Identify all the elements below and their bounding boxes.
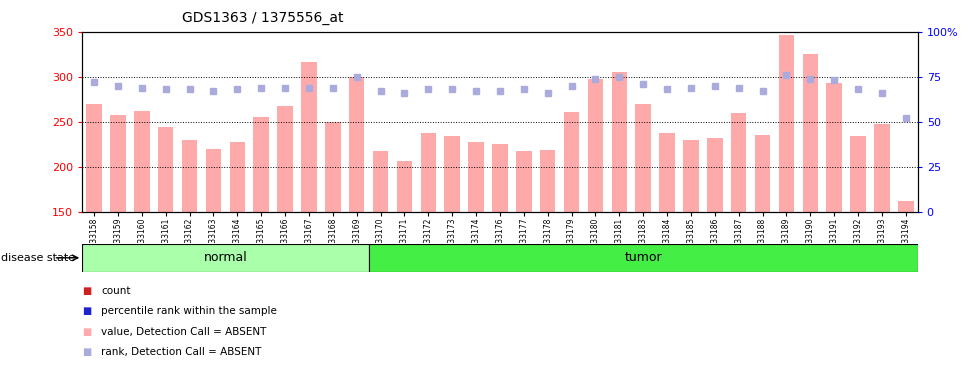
Bar xyxy=(134,111,150,212)
Bar xyxy=(707,138,723,212)
Bar xyxy=(157,127,174,212)
Bar xyxy=(301,63,317,212)
Text: rank, Detection Call = ABSENT: rank, Detection Call = ABSENT xyxy=(101,348,262,357)
Bar xyxy=(587,79,603,212)
Bar xyxy=(397,160,412,212)
Bar xyxy=(874,124,890,212)
Bar xyxy=(754,135,770,212)
Bar xyxy=(540,150,555,212)
Bar xyxy=(206,149,221,212)
Bar xyxy=(611,72,627,212)
Bar xyxy=(444,136,460,212)
Text: value, Detection Call = ABSENT: value, Detection Call = ABSENT xyxy=(101,327,267,337)
Bar xyxy=(779,34,794,212)
Bar xyxy=(277,106,293,212)
Text: ■: ■ xyxy=(82,348,92,357)
Bar xyxy=(492,144,508,212)
Text: percentile rank within the sample: percentile rank within the sample xyxy=(101,306,277,316)
Text: ■: ■ xyxy=(82,286,92,296)
Bar xyxy=(469,142,484,212)
Bar xyxy=(82,244,369,272)
Bar xyxy=(349,77,364,212)
Bar xyxy=(110,115,126,212)
Bar xyxy=(636,104,651,212)
Text: tumor: tumor xyxy=(624,251,662,264)
Text: ■: ■ xyxy=(82,306,92,316)
Bar xyxy=(516,151,531,212)
Bar xyxy=(659,133,675,212)
Text: GDS1363 / 1375556_at: GDS1363 / 1375556_at xyxy=(183,11,344,25)
Bar xyxy=(826,83,842,212)
Bar xyxy=(731,113,747,212)
Bar xyxy=(420,133,436,212)
Text: ■: ■ xyxy=(82,327,92,337)
Bar xyxy=(230,142,245,212)
Bar xyxy=(803,54,818,212)
Text: normal: normal xyxy=(204,251,247,264)
Bar xyxy=(898,201,914,212)
Bar xyxy=(86,104,101,212)
Bar xyxy=(369,244,918,272)
Bar xyxy=(564,112,580,212)
Bar xyxy=(253,117,269,212)
Bar xyxy=(683,140,698,212)
Bar xyxy=(373,151,388,212)
Text: disease state: disease state xyxy=(1,253,75,263)
Bar xyxy=(325,122,341,212)
Bar xyxy=(182,140,197,212)
Text: count: count xyxy=(101,286,131,296)
Bar xyxy=(850,136,866,212)
